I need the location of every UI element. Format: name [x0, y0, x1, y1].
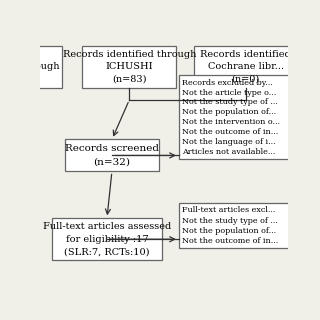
- Text: for eligibility :17: for eligibility :17: [66, 235, 148, 244]
- Text: Not the study type of ...: Not the study type of ...: [182, 99, 278, 107]
- Text: Not the study type of ...: Not the study type of ...: [182, 217, 278, 225]
- Bar: [179, 204, 303, 248]
- Text: Not the intervention o...: Not the intervention o...: [182, 118, 280, 126]
- Text: Records screened: Records screened: [65, 144, 159, 153]
- Bar: [82, 46, 176, 88]
- Text: Records excluded by...: Records excluded by...: [182, 79, 273, 87]
- Text: (n=0): (n=0): [232, 75, 260, 84]
- Text: (n=32): (n=32): [93, 158, 131, 167]
- Text: Articles not available...: Articles not available...: [182, 148, 275, 156]
- Text: Not the outcome of in...: Not the outcome of in...: [182, 128, 278, 136]
- Text: Records identified: Records identified: [200, 50, 291, 59]
- Text: (SLR:7, RCTs:10): (SLR:7, RCTs:10): [64, 247, 150, 256]
- Text: (n=83): (n=83): [112, 75, 147, 84]
- Bar: [194, 46, 298, 88]
- Bar: [25, 46, 62, 88]
- Text: Not the outcome of in...: Not the outcome of in...: [182, 237, 278, 245]
- Text: Records identified through: Records identified through: [63, 50, 196, 59]
- Text: ICHUSHI: ICHUSHI: [106, 62, 153, 71]
- Text: Full-text articles assessed: Full-text articles assessed: [43, 222, 171, 231]
- Text: Cochrane libr...: Cochrane libr...: [208, 62, 284, 71]
- Bar: [179, 75, 303, 159]
- Text: through: through: [20, 62, 60, 71]
- Text: Not the population of...: Not the population of...: [182, 108, 276, 116]
- Text: Not the population of...: Not the population of...: [182, 227, 276, 235]
- Text: Not the article type o...: Not the article type o...: [182, 89, 276, 97]
- Text: Full-text articles excl...: Full-text articles excl...: [182, 206, 275, 214]
- Bar: [52, 218, 162, 260]
- Text: Not the language of i...: Not the language of i...: [182, 138, 276, 146]
- Bar: [65, 140, 159, 172]
